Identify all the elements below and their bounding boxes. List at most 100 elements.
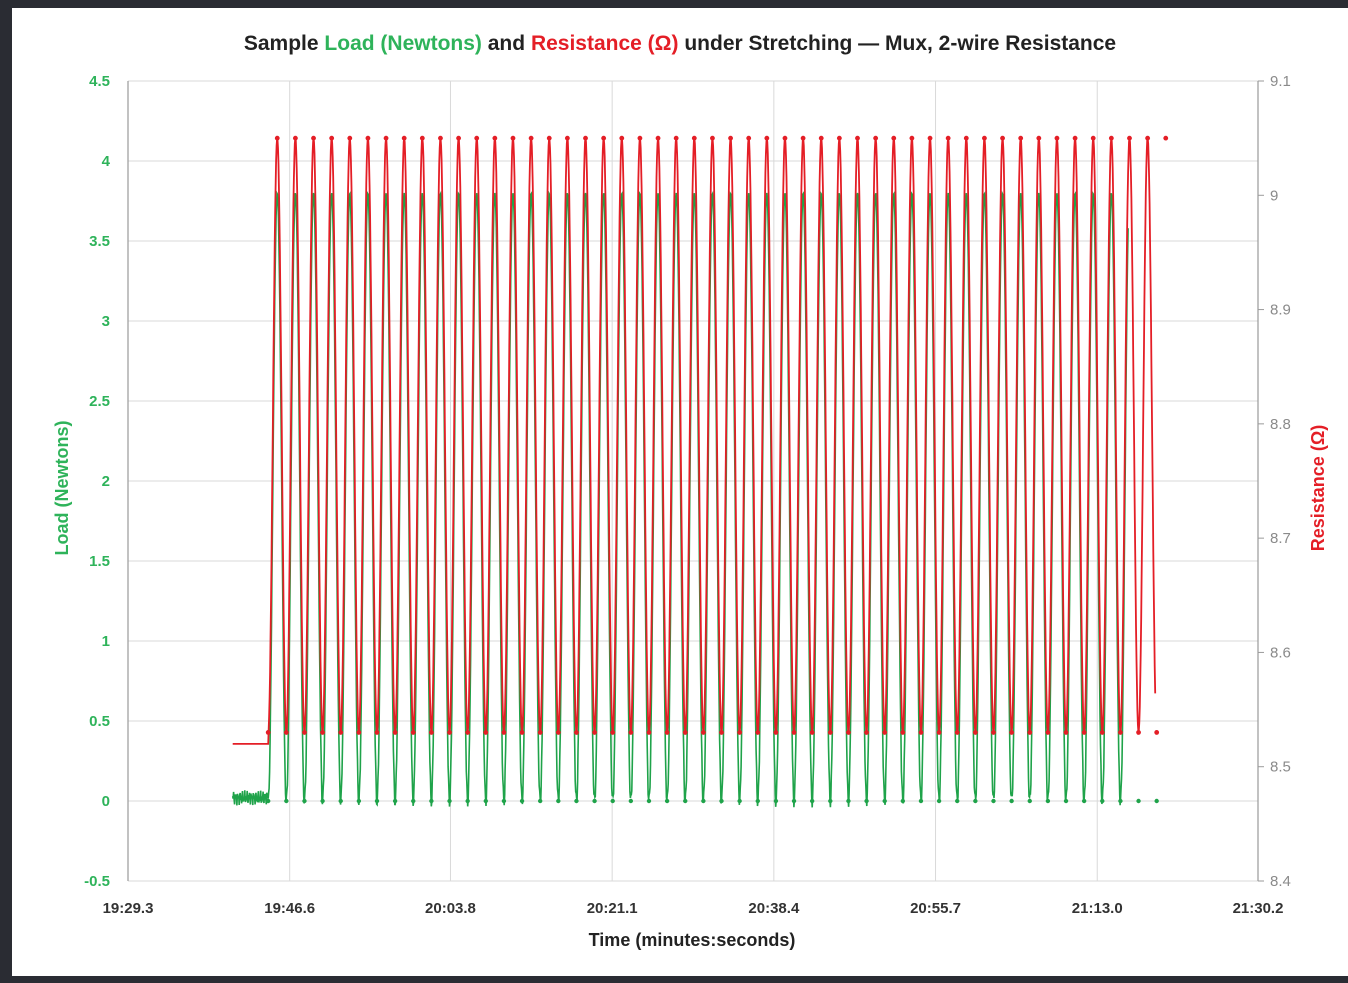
- resistance-trough-point: [918, 730, 924, 735]
- resistance-peak-point: [818, 135, 824, 141]
- resistance-trough-point: [537, 730, 543, 735]
- load-trough-point: [1027, 798, 1032, 804]
- load-trough-point: [374, 798, 380, 804]
- load-trough-point: [701, 798, 706, 804]
- resistance-trough-point: [302, 730, 307, 735]
- resistance-peak-point: [528, 135, 534, 141]
- y-left-tick-label: 1.5: [89, 553, 110, 570]
- resistance-trough-point: [882, 730, 888, 735]
- y-right-tick-label: 8.6: [1270, 644, 1291, 661]
- y-right-tick-label: 9: [1270, 187, 1278, 204]
- resistance-trough-point: [682, 730, 688, 735]
- resistance-trough-point: [1136, 730, 1141, 735]
- load-trough-point: [338, 798, 343, 804]
- load-trough-point: [955, 798, 960, 804]
- x-axis-label: Time (minutes:seconds): [589, 930, 796, 950]
- resistance-trough-point: [392, 730, 398, 735]
- load-trough-point: [447, 798, 452, 804]
- resistance-peak-point: [1072, 135, 1078, 141]
- load-trough-point: [320, 798, 325, 804]
- resistance-trough-point: [991, 730, 996, 735]
- resistance-peak-point: [891, 135, 897, 141]
- load-trough-point: [610, 798, 615, 804]
- y-left-tick-label: -0.5: [84, 873, 110, 890]
- load-trough-point: [429, 798, 434, 804]
- resistance-trough-point: [501, 730, 507, 735]
- load-trough-point: [1081, 798, 1087, 804]
- y-left-tick-label: 1: [102, 633, 110, 650]
- y-left-tick-label: 0.5: [89, 713, 110, 730]
- resistance-trough-point: [283, 730, 289, 735]
- load-trough-point: [683, 798, 688, 804]
- title-part-2: and: [482, 32, 531, 55]
- load-trough-point: [1045, 798, 1051, 804]
- resistance-trough-point: [574, 730, 579, 735]
- resistance-trough-point: [1009, 730, 1015, 735]
- y-axis-right-label: Resistance (Ω): [1308, 425, 1328, 551]
- resistance-peak-point: [1054, 135, 1060, 141]
- load-trough-point: [991, 798, 996, 804]
- load-trough-point: [537, 798, 543, 804]
- title-part-1: Load (Newtons): [324, 32, 482, 55]
- load-trough-point: [828, 798, 833, 804]
- y-right-tick-label: 8.5: [1270, 759, 1291, 776]
- load-trough-point: [719, 798, 724, 804]
- resistance-trough-point: [809, 730, 815, 735]
- resistance-peak-point: [564, 135, 570, 141]
- load-trough-point: [356, 798, 362, 804]
- load-trough-point: [265, 798, 271, 804]
- chart-svg: Sample Load (Newtons) and Resistance (Ω)…: [52, 32, 1328, 950]
- chart-title: Sample Load (Newtons) and Resistance (Ω)…: [244, 32, 1116, 55]
- resistance-trough-point: [791, 730, 797, 735]
- resistance-trough-point: [356, 730, 362, 735]
- y-left-tick-label: 3.5: [89, 233, 110, 250]
- resistance-peak-point: [710, 135, 715, 141]
- load-trough-point: [773, 798, 779, 804]
- y-left-tick-label: 4: [102, 153, 111, 170]
- series-resistance: [232, 135, 1169, 745]
- resistance-trough-point: [1099, 730, 1105, 735]
- resistance-peak-point: [456, 135, 461, 141]
- load-trough-point: [900, 798, 906, 804]
- resistance-peak-point: [546, 135, 552, 141]
- y-left-tick-label: 3: [102, 313, 110, 330]
- load-trough-point: [936, 798, 942, 804]
- load-trough-point: [737, 798, 742, 804]
- resistance-line: [232, 135, 1157, 745]
- x-tick-label: 20:38.4: [748, 900, 800, 917]
- resistance-trough-point: [410, 730, 416, 735]
- title-part-4: under Stretching — Mux, 2-wire Resistanc…: [679, 32, 1117, 55]
- load-trough-point: [302, 798, 307, 804]
- resistance-trough-point: [646, 730, 652, 735]
- load-trough-point: [1063, 798, 1069, 804]
- resistance-peak-point: [601, 135, 607, 141]
- resistance-peak-point: [836, 135, 842, 141]
- resistance-trough-point: [737, 730, 743, 735]
- resistance-trough-point: [864, 730, 869, 735]
- y-left-tick-label: 2.5: [89, 393, 110, 410]
- load-trough-point: [483, 798, 488, 804]
- load-trough-point: [465, 798, 470, 804]
- load-trough-point: [664, 798, 670, 804]
- resistance-peak-point: [909, 135, 915, 141]
- resistance-trough-point: [428, 730, 434, 735]
- resistance-peak-point: [292, 135, 298, 141]
- x-tick-label: 19:46.6: [264, 900, 315, 917]
- resistance-peak-point: [365, 135, 371, 141]
- resistance-trough-point: [465, 730, 471, 735]
- y-left-tick-label: 4.5: [89, 73, 110, 90]
- resistance-trough-point: [338, 730, 344, 735]
- resistance-peak-point: [329, 135, 335, 141]
- x-tick-label: 20:21.1: [587, 900, 638, 917]
- resistance-peak-point: [1145, 135, 1151, 141]
- resistance-peak-point: [419, 135, 425, 141]
- resistance-trough-point: [1154, 730, 1160, 735]
- x-tick-label: 21:13.0: [1072, 900, 1123, 917]
- y-right-tick-label: 8.7: [1270, 530, 1291, 547]
- load-trough-point: [1154, 798, 1159, 804]
- resistance-peak-point: [619, 135, 625, 141]
- chart-series: [231, 135, 1169, 808]
- resistance-trough-point: [1063, 730, 1069, 735]
- resistance-trough-point: [900, 730, 906, 735]
- load-trough-point: [918, 798, 924, 804]
